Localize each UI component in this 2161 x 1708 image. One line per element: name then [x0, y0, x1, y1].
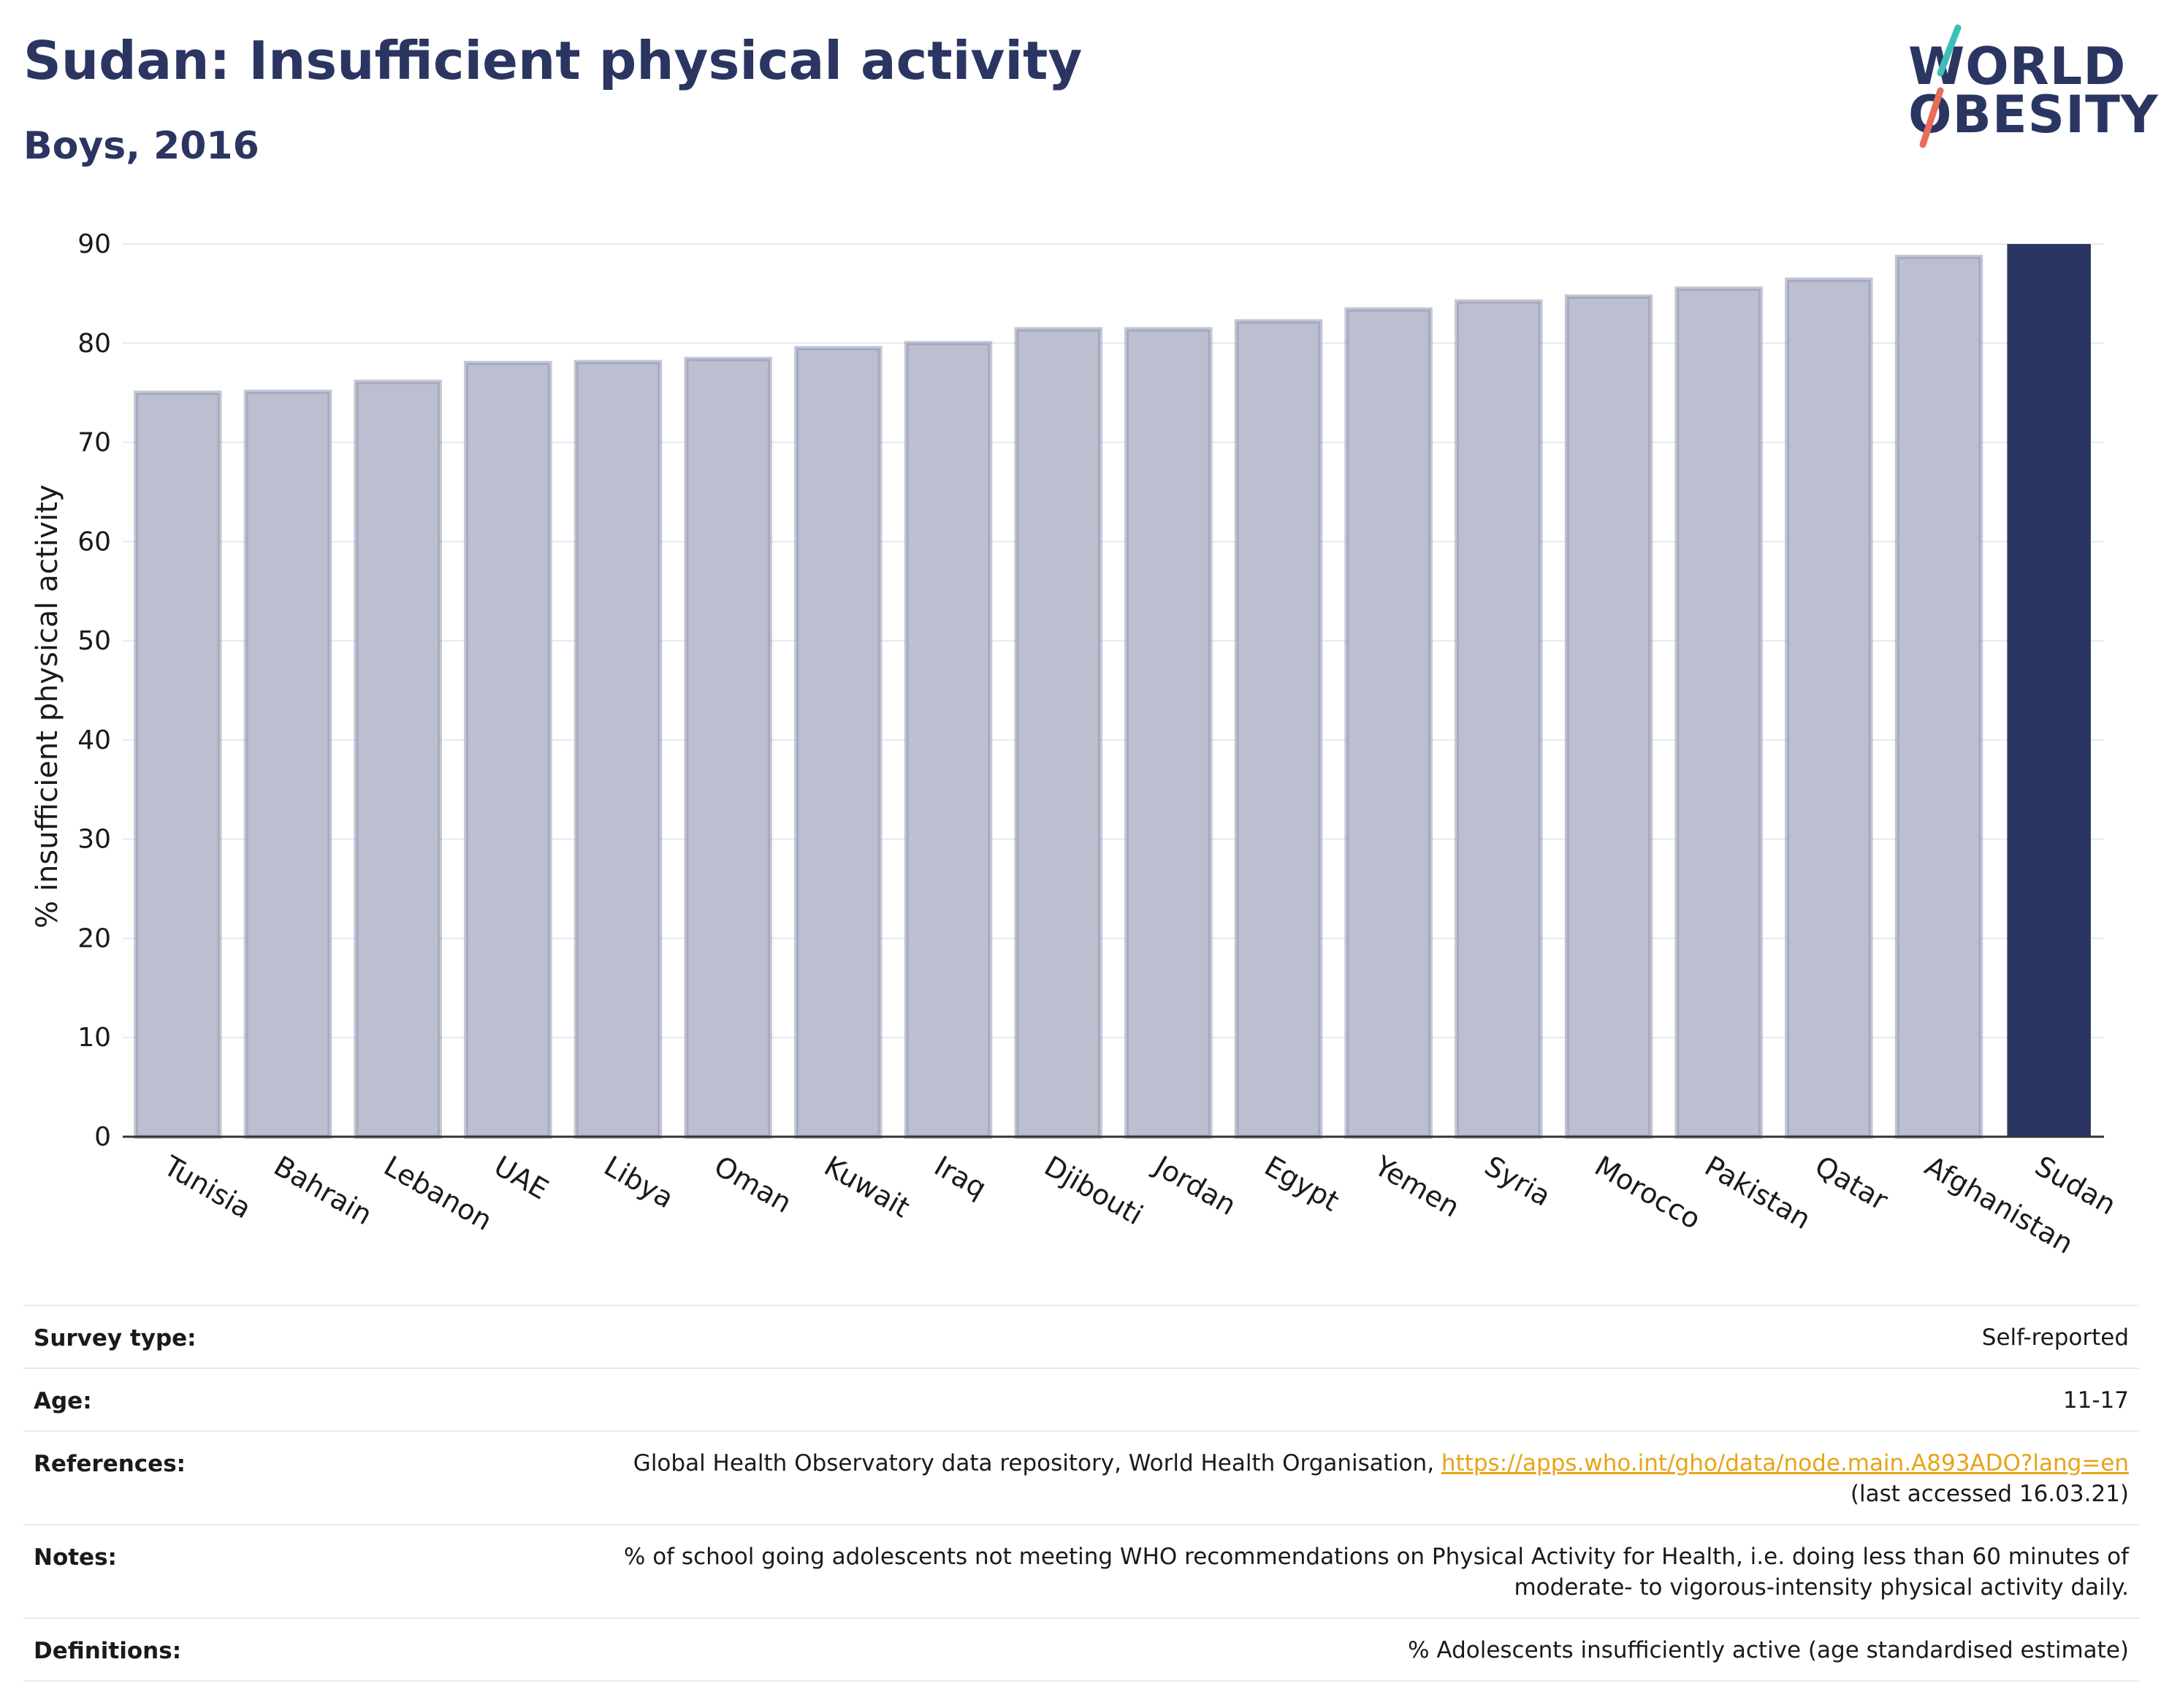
info-row-references: References: Global Health Observatory da…	[23, 1430, 2139, 1524]
y-tick-label: 30	[77, 825, 111, 855]
world-obesity-logo: WORLD OBESITY	[1907, 20, 2158, 152]
survey-type-label: Survey type:	[34, 1325, 197, 1351]
references-text: Global Health Observatory data repositor…	[633, 1450, 1435, 1476]
info-row-age: Age: 11-17	[23, 1368, 2139, 1430]
bar	[1894, 254, 1983, 1139]
x-tick-label: UAE	[489, 1150, 554, 1206]
x-tick-label: Pakistan	[1699, 1150, 1816, 1236]
y-tick-label: 90	[77, 229, 111, 259]
y-tick-label: 10	[77, 1023, 111, 1053]
bar	[134, 390, 222, 1139]
x-tick-label: Yemen	[1368, 1149, 1465, 1224]
definitions-value: % Adolescents insufficiently active (age…	[1408, 1637, 2129, 1663]
bar	[243, 389, 332, 1139]
x-tick-label: Sudan	[2029, 1150, 2122, 1221]
survey-type-value: Self-reported	[1981, 1324, 2129, 1351]
x-tick-label: Bahrain	[269, 1150, 378, 1232]
notes-line-2: moderate- to vigorous-intensity physical…	[1514, 1574, 2129, 1601]
bar	[1014, 327, 1102, 1139]
x-tick-label: Qatar	[1810, 1150, 1894, 1217]
page-subtitle: Boys, 2016	[23, 124, 259, 168]
age-label: Age:	[34, 1388, 92, 1414]
bar	[1234, 319, 1323, 1140]
page-title: Sudan: Insufficient physical activity	[23, 30, 1083, 91]
info-row-definitions: Definitions: % Adolescents insufficientl…	[23, 1617, 2139, 1682]
info-row-notes: Notes: % of school going adolescents not…	[23, 1524, 2139, 1617]
bar	[354, 379, 442, 1140]
notes-label: Notes:	[34, 1544, 117, 1571]
bar	[464, 360, 552, 1139]
y-tick-label: 80	[77, 329, 111, 359]
y-tick-label: 70	[77, 428, 111, 458]
notes-line-1: % of school going adolescents not meetin…	[623, 1544, 2129, 1570]
logo-slash-icon	[1919, 24, 1962, 148]
references-link[interactable]: https://apps.who.int/gho/data/node.main.…	[1441, 1450, 2129, 1476]
x-tick-label: Egypt	[1259, 1150, 1345, 1218]
bar	[1455, 299, 1543, 1139]
bar	[1344, 307, 1433, 1140]
x-tick-label: Syria	[1479, 1150, 1556, 1213]
bar	[1674, 286, 1763, 1140]
bar	[1564, 294, 1653, 1139]
bar-chart: 0 10 20 30 40 50 60 70 80 90 Tunisia Bahrain Lebanon…	[31, 229, 2122, 1260]
x-tick-label: Oman	[709, 1150, 797, 1219]
references-accessed: (last accessed 16.03.21)	[1850, 1481, 2129, 1507]
references-value: Global Health Observatory data repositor…	[633, 1432, 2129, 1524]
x-tick-label: Jordan	[1148, 1149, 1241, 1222]
y-axis-label: % insufficient physical activity	[31, 484, 64, 929]
bar	[1785, 277, 1873, 1139]
bar	[1124, 327, 1213, 1139]
y-tick-label: 50	[77, 626, 111, 656]
bar	[2007, 244, 2091, 1137]
x-tick-label: Tunisia	[158, 1149, 256, 1225]
notes-value: % of school going adolescents not meetin…	[624, 1525, 2129, 1617]
info-row-survey-type: Survey type: Self-reported	[23, 1305, 2139, 1368]
references-label: References:	[34, 1451, 186, 1477]
info-table: Survey type: Self-reported Age: 11-17 Re…	[23, 1305, 2139, 1682]
x-tick-label: Morocco	[1590, 1150, 1707, 1236]
y-tick-label: 40	[77, 725, 111, 755]
logo-line-2: OBESITY	[1908, 85, 2159, 145]
x-tick-label: Iraq	[929, 1150, 992, 1205]
y-tick-label: 20	[77, 923, 111, 953]
x-tick-label: Lebanon	[378, 1150, 498, 1237]
age-value: 11-17	[2062, 1387, 2129, 1414]
bar	[904, 340, 993, 1139]
definitions-label: Definitions:	[34, 1638, 182, 1664]
bar	[684, 357, 772, 1140]
bar	[573, 359, 663, 1139]
x-tick-label: Libya	[599, 1150, 679, 1215]
x-tick-label: Kuwait	[819, 1150, 915, 1224]
y-tick-label: 60	[77, 527, 111, 557]
x-tick-label: Djibouti	[1039, 1150, 1148, 1232]
y-tick-label: 0	[94, 1122, 111, 1152]
bar	[794, 346, 883, 1140]
